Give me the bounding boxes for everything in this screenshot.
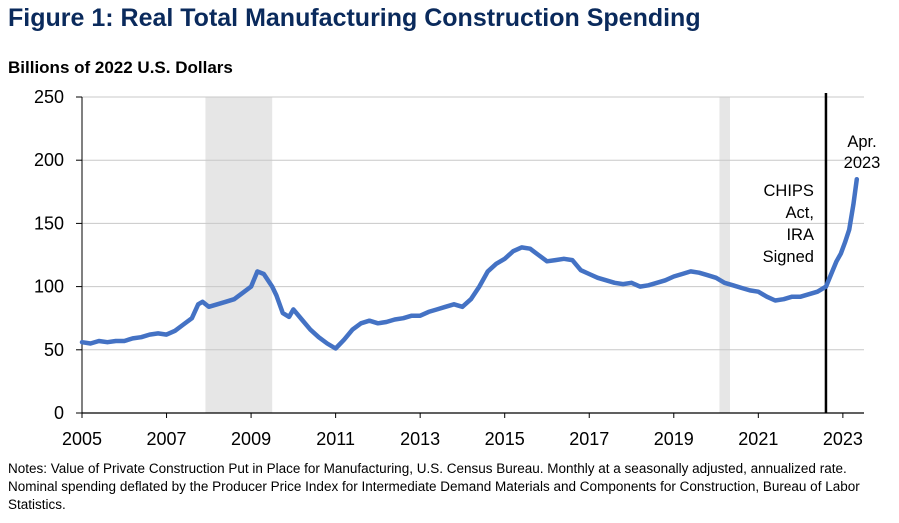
end-label-line-1: 2023: [844, 154, 881, 172]
line-chart: 0 50 100 150 200 250 2005 2007 2009 2011 2013 2015…: [34, 87, 881, 449]
x-tick-label-2013: 2013: [400, 429, 440, 449]
series-group: [79, 176, 860, 351]
gridlines: [82, 96, 864, 351]
x-tick-label-2009: 2009: [231, 429, 271, 449]
event-annotation: CHIPS Act, IRA Signed: [763, 93, 828, 413]
y-tick-label-150: 150: [34, 213, 64, 233]
x-tick-label-2023: 2023: [823, 429, 863, 449]
y-tick-label-200: 200: [34, 150, 64, 170]
x-tick-labels: 2005 2007 2009 2011 2013 2015 2017 2019 2021 2023: [62, 429, 863, 449]
event-label-line-1: Act,: [786, 204, 814, 222]
series-line-0: [79, 176, 860, 351]
x-tick-label-2015: 2015: [485, 429, 525, 449]
event-label-line-0: CHIPS: [764, 182, 814, 200]
x-tick-label-2011: 2011: [316, 429, 355, 449]
y-tick-label-0: 0: [54, 403, 64, 423]
x-tick-label-2017: 2017: [569, 429, 609, 449]
x-tick-label-2019: 2019: [654, 429, 694, 449]
chart-notes: Notes: Value of Private Construction Put…: [8, 461, 860, 512]
x-tick-label-2005: 2005: [62, 429, 102, 449]
y-tick-label-100: 100: [34, 277, 64, 297]
end-label-line-0: Apr.: [847, 133, 876, 151]
event-label-line-3: Signed: [763, 248, 814, 266]
recession-band-1: [719, 97, 731, 413]
x-tick-label-2021: 2021: [738, 429, 778, 449]
y-tick-label-250: 250: [34, 87, 64, 107]
y-axis-label: Billions of 2022 U.S. Dollars: [8, 58, 233, 77]
event-label-line-2: IRA: [786, 226, 814, 244]
y-tick-label-50: 50: [44, 340, 64, 360]
y-tick-labels: 0 50 100 150 200 250: [34, 87, 64, 423]
axes: [76, 96, 864, 418]
recession-shading-group: [205, 97, 731, 413]
end-label: Apr. 2023: [844, 133, 881, 172]
chart-title: Figure 1: Real Total Manufacturing Const…: [8, 4, 701, 32]
x-tick-label-2007: 2007: [147, 429, 187, 449]
recession-band-0: [205, 97, 273, 413]
